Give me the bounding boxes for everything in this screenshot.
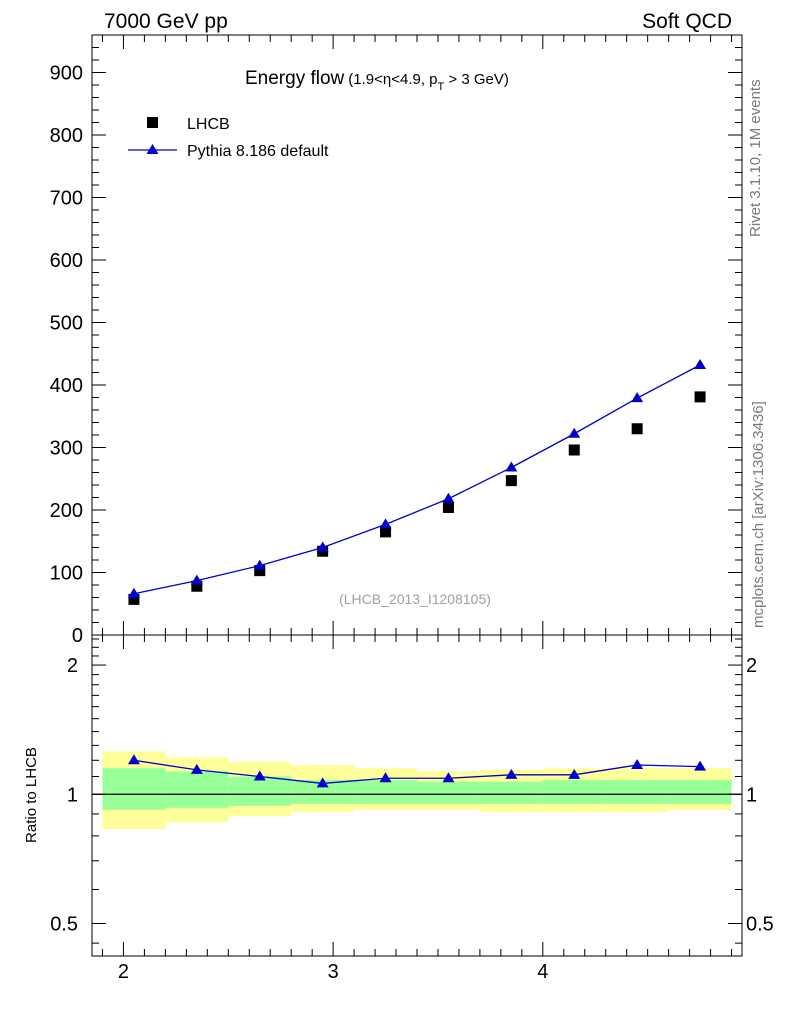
ratio-band-green (165, 771, 229, 808)
ratio-band-green (542, 779, 606, 804)
ratio-panel: 0.5 0.5 1 1 2 2 2 3 4 Ratio to LHCB (23, 634, 774, 983)
pythia-line (133, 364, 701, 595)
ratio-band-green (668, 779, 732, 804)
source-info: mcplots.cern.ch [arXiv:1306.3436] (750, 401, 767, 628)
lhcb-point (694, 391, 706, 403)
ratio-band-green (354, 779, 417, 804)
analysis-watermark: (LHCB_2013_I1208105) (339, 591, 491, 607)
ratio-ytick-label: 2 (67, 655, 78, 677)
rivet-info: Rivet 3.1.10, 1M events (747, 79, 764, 237)
pythia-point (190, 574, 203, 585)
lhcb-point (254, 565, 266, 577)
chart-title-main: Energy flow (245, 68, 345, 89)
legend-label-lhcb: LHCB (187, 116, 230, 133)
pythia-point (379, 518, 392, 529)
main-ytick-label: 800 (50, 125, 83, 147)
lhcb-point (191, 580, 203, 592)
ratio-bands (102, 751, 732, 830)
process-label: Soft QCD (642, 10, 732, 33)
chart-title-tail: > 3 GeV) (444, 71, 509, 88)
main-ytick-label: 200 (50, 500, 83, 522)
lhcb-point (631, 423, 643, 435)
ratio-point (316, 777, 329, 788)
ratio-band-green (102, 768, 166, 810)
lhcb-point (380, 526, 392, 538)
pythia-point (694, 359, 707, 369)
chart-title-eta-post: <4.9, p (391, 71, 437, 88)
legend-label-pythia: Pythia 8.186 default (187, 143, 329, 160)
main-panel: 0 100 200 300 400 500 600 700 800 900 Energy flow… (50, 34, 743, 647)
main-ytick-label: 300 (50, 438, 83, 460)
lhcb-point (128, 593, 140, 605)
pythia-point (316, 541, 329, 552)
ratio-point (127, 754, 140, 765)
main-ytick-label: 700 (50, 188, 83, 210)
legend-marker-pythia (146, 144, 159, 154)
ratio-xtick-label: 2 (118, 961, 129, 983)
chart-title-eta: η (383, 71, 391, 88)
ratio-point (631, 759, 644, 770)
main-ytick-label: 0 (72, 625, 83, 647)
ratio-point (694, 760, 707, 771)
main-ytick-label: 500 (50, 313, 83, 335)
chart-title: Energy flow (1.9<η<4.9, pT > 3 GeV) (245, 68, 509, 93)
ratio-ytick-label: 0.5 (50, 913, 78, 935)
pythia-point (253, 559, 266, 570)
pythia-point (568, 427, 581, 438)
ratio-band-green (479, 781, 543, 804)
ratio-ytick-label-right: 1 (746, 784, 757, 806)
ratio-band-green (291, 779, 355, 804)
legend-marker-lhcb (147, 117, 158, 128)
ratio-point (190, 763, 203, 774)
ratio-point (505, 768, 518, 779)
ratio-line (133, 759, 701, 785)
lhcb-point (505, 475, 517, 487)
ratio-point (379, 772, 392, 783)
pythia-point (505, 461, 518, 472)
ratio-xtick-label: 4 (537, 961, 548, 983)
chart-title-eta-pre: (1.9< (348, 71, 383, 88)
chart-title-sub: T (438, 81, 445, 93)
ratio-band-green (417, 781, 480, 804)
ratio-ytick-label-right: 2 (746, 655, 757, 677)
main-ytick-label: 400 (50, 375, 83, 397)
ratio-point (253, 770, 266, 781)
ratio-ytick-label-right: 0.5 (746, 913, 774, 935)
main-ytick-label: 900 (50, 63, 83, 85)
ratio-point (442, 772, 455, 783)
legend: LHCB Pythia 8.186 default (128, 116, 329, 160)
ratio-ytick-label: 1 (67, 784, 78, 806)
main-ticks: 0 100 200 300 400 500 600 700 800 900 (50, 34, 742, 647)
pythia-point (631, 392, 644, 403)
lhcb-point (568, 444, 580, 456)
lhcb-point (442, 502, 454, 513)
main-ytick-label: 100 (50, 563, 83, 585)
ratio-band-green (605, 779, 669, 804)
main-data (127, 359, 707, 605)
pythia-point (442, 492, 455, 503)
ratio-axis-label: Ratio to LHCB (23, 747, 40, 843)
ratio-ticks: 0.5 0.5 1 1 2 2 2 3 4 (50, 635, 774, 983)
ratio-point (568, 768, 581, 779)
ratio-band-green (228, 776, 292, 806)
pythia-point (127, 587, 140, 598)
main-ytick-label: 600 (50, 250, 83, 272)
ratio-xtick-label: 3 (328, 961, 339, 983)
ratio-data (127, 754, 707, 788)
energy-label: 7000 GeV pp (104, 10, 228, 33)
